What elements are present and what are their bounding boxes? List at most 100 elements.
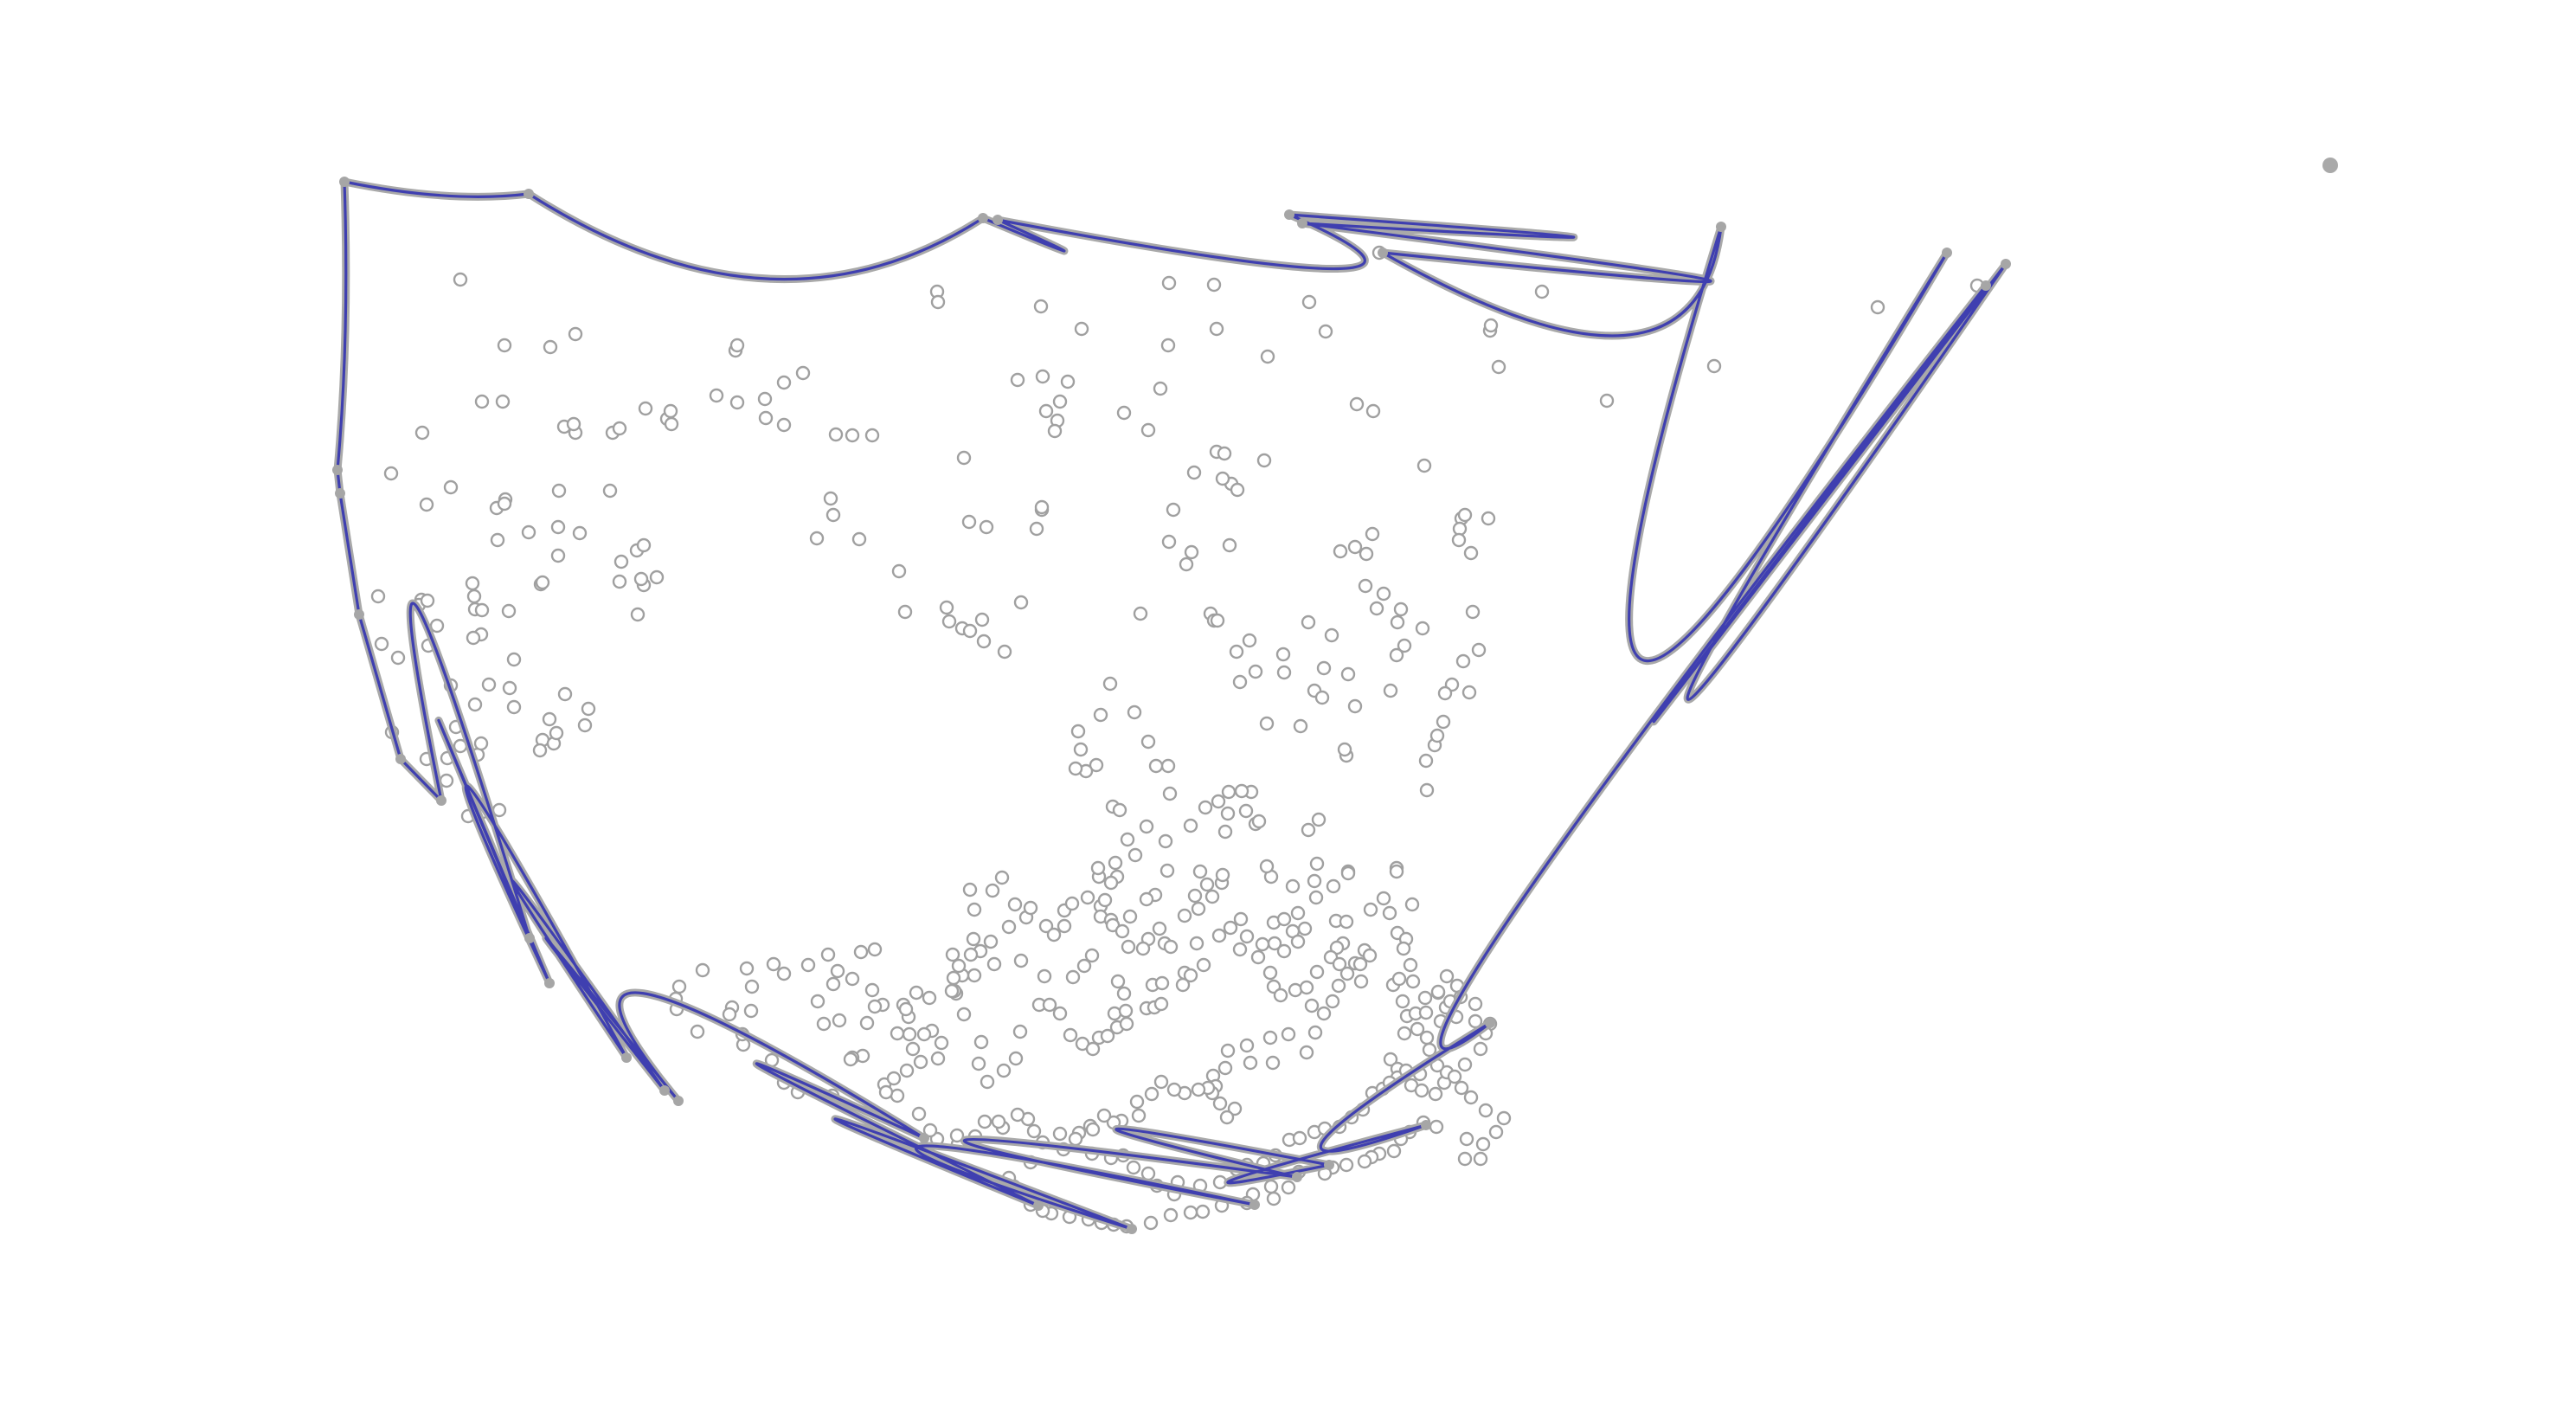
data-point bbox=[1163, 1207, 1179, 1223]
hull-vertex bbox=[332, 465, 343, 475]
data-point bbox=[1127, 847, 1143, 863]
data-point bbox=[1215, 471, 1230, 486]
data-point bbox=[1429, 1119, 1444, 1135]
hull-vertex bbox=[1716, 222, 1726, 232]
hull-vertex bbox=[673, 1096, 684, 1106]
data-point bbox=[1239, 929, 1255, 944]
data-point bbox=[690, 1024, 705, 1039]
data-point bbox=[1276, 943, 1292, 959]
data-point bbox=[1183, 968, 1198, 983]
data-point bbox=[1153, 381, 1168, 396]
data-point bbox=[577, 717, 593, 733]
hull-vertex bbox=[354, 609, 364, 620]
data-point bbox=[1376, 586, 1391, 602]
data-point bbox=[1243, 1055, 1258, 1071]
data-point bbox=[983, 934, 999, 949]
isolated-point[interactable] bbox=[2322, 158, 2338, 173]
data-point bbox=[1316, 660, 1332, 676]
data-point bbox=[1222, 537, 1237, 553]
data-point bbox=[1473, 1151, 1488, 1167]
data-point bbox=[1122, 909, 1138, 924]
data-point bbox=[816, 1016, 832, 1032]
data-point bbox=[1060, 374, 1076, 389]
data-point bbox=[1465, 604, 1481, 620]
hull-vertex bbox=[436, 795, 446, 806]
data-point bbox=[1118, 1003, 1134, 1019]
data-point bbox=[1304, 998, 1320, 1013]
hull-vertex bbox=[1297, 218, 1307, 228]
data-point bbox=[1183, 1205, 1198, 1220]
hull-vertex bbox=[659, 1085, 670, 1096]
hull-vertex bbox=[919, 1133, 929, 1143]
data-point bbox=[1195, 1204, 1211, 1219]
data-point bbox=[1154, 975, 1170, 991]
data-point bbox=[898, 1001, 914, 1017]
data-point bbox=[911, 1106, 927, 1122]
data-point bbox=[832, 1013, 847, 1028]
data-point bbox=[532, 743, 548, 758]
data-point bbox=[370, 589, 386, 604]
data-point bbox=[1475, 1136, 1491, 1152]
data-point bbox=[420, 593, 435, 608]
data-point bbox=[1068, 1131, 1083, 1147]
data-point bbox=[974, 612, 990, 627]
data-point bbox=[1419, 782, 1435, 798]
data-point bbox=[1459, 1131, 1474, 1147]
data-point bbox=[1052, 1126, 1068, 1142]
data-point bbox=[934, 1035, 949, 1051]
data-point bbox=[1119, 1016, 1134, 1032]
data-point bbox=[1308, 890, 1324, 905]
data-point bbox=[1108, 855, 1123, 871]
data-point bbox=[1140, 734, 1156, 750]
data-point bbox=[1347, 698, 1363, 714]
data-point bbox=[1230, 482, 1245, 498]
data-point bbox=[1042, 997, 1057, 1013]
data-point bbox=[557, 686, 573, 702]
data-point bbox=[1415, 621, 1430, 636]
hull-vertex bbox=[544, 978, 555, 988]
data-point bbox=[757, 391, 773, 407]
data-point bbox=[1158, 833, 1173, 849]
data-point bbox=[1013, 953, 1029, 968]
data-point bbox=[429, 618, 445, 634]
data-point bbox=[1198, 800, 1213, 815]
data-point bbox=[905, 1041, 921, 1057]
data-point bbox=[414, 425, 430, 441]
data-point bbox=[1008, 1051, 1024, 1066]
data-point bbox=[1052, 1006, 1068, 1021]
data-point bbox=[1357, 1154, 1372, 1169]
hull-boundary[interactable] bbox=[336, 180, 2007, 1231]
data-point bbox=[1221, 784, 1237, 800]
data-point bbox=[1229, 644, 1244, 659]
data-point bbox=[1204, 889, 1220, 904]
data-point bbox=[820, 947, 836, 962]
data-point bbox=[1238, 803, 1254, 819]
data-point bbox=[1209, 321, 1224, 337]
data-point bbox=[1162, 786, 1178, 801]
data-point bbox=[1318, 324, 1333, 339]
data-point bbox=[1135, 941, 1151, 956]
data-point bbox=[1076, 958, 1092, 974]
data-point bbox=[550, 548, 566, 563]
data-point bbox=[930, 294, 946, 310]
data-point bbox=[922, 990, 937, 1006]
data-point bbox=[1273, 988, 1288, 1003]
data-point bbox=[1429, 728, 1445, 743]
data-point bbox=[1001, 919, 1017, 935]
data-point bbox=[1326, 878, 1341, 894]
data-point bbox=[1311, 812, 1327, 827]
data-point bbox=[1029, 521, 1044, 537]
data-point bbox=[1227, 1101, 1243, 1116]
data-point bbox=[1211, 794, 1226, 809]
hull-vertex bbox=[1292, 1172, 1302, 1182]
data-point bbox=[1073, 742, 1089, 757]
data-point bbox=[1251, 814, 1267, 829]
data-point bbox=[830, 963, 845, 979]
hull-vertex bbox=[395, 754, 406, 764]
data-point bbox=[1468, 996, 1483, 1012]
data-point bbox=[864, 982, 880, 998]
data-point bbox=[497, 338, 512, 353]
data-point bbox=[825, 507, 841, 523]
data-point bbox=[967, 902, 982, 917]
data-point bbox=[695, 962, 710, 978]
